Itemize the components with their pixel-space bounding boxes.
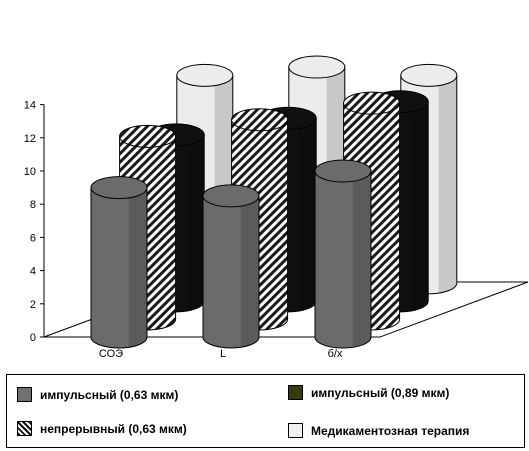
legend-swatch-pulsed-063	[17, 387, 32, 402]
x-tick-label-б-х: б/х	[328, 348, 343, 360]
bar-импульсный-0-63-мкм-l	[202, 184, 260, 349]
legend-item-drug-therapy: Медикаментозная терапия	[288, 423, 469, 438]
y-tick-label: 14	[24, 100, 36, 112]
legend-label-pulsed-089: импульсный (0,89 мкм)	[311, 385, 450, 400]
bar-импульсный-0-63-мкм-соэ	[90, 176, 148, 349]
legend-item-pulsed-089: импульсный (0,89 мкм)	[288, 385, 449, 400]
x-tick-label-l: L	[220, 348, 226, 360]
legend-label-continuous-063: непрерывный (0,63 мкм)	[40, 421, 187, 436]
y-tick-label: 4	[30, 266, 36, 278]
bar-импульсный-0-63-мкм-б-х	[314, 159, 372, 349]
y-tick-label: 2	[30, 299, 36, 311]
y-tick-label: 0	[30, 332, 36, 344]
chart-bars	[90, 55, 458, 349]
y-axis: 0 2 4 6 8 10 12 14	[24, 100, 45, 344]
legend-item-pulsed-063: импульсный (0,63 мкм)	[17, 387, 178, 402]
y-tick-label: 10	[24, 166, 36, 178]
legend-label-drug-therapy: Медикаментозная терапия	[311, 423, 470, 438]
y-tick-label: 8	[30, 199, 36, 211]
chart-legend: импульсный (0,63 мкм) импульсный (0,89 м…	[6, 374, 525, 448]
x-tick-label-соэ: СОЭ	[99, 348, 123, 360]
legend-item-continuous-063: непрерывный (0,63 мкм)	[17, 421, 187, 436]
legend-swatch-pulsed-089	[288, 385, 303, 400]
y-tick-label: 12	[24, 133, 36, 145]
legend-label-pulsed-063: импульсный (0,63 мкм)	[40, 387, 179, 402]
legend-swatch-drug-therapy	[288, 423, 303, 438]
legend-swatch-continuous-063	[17, 421, 32, 436]
y-tick-label: 6	[30, 232, 36, 244]
